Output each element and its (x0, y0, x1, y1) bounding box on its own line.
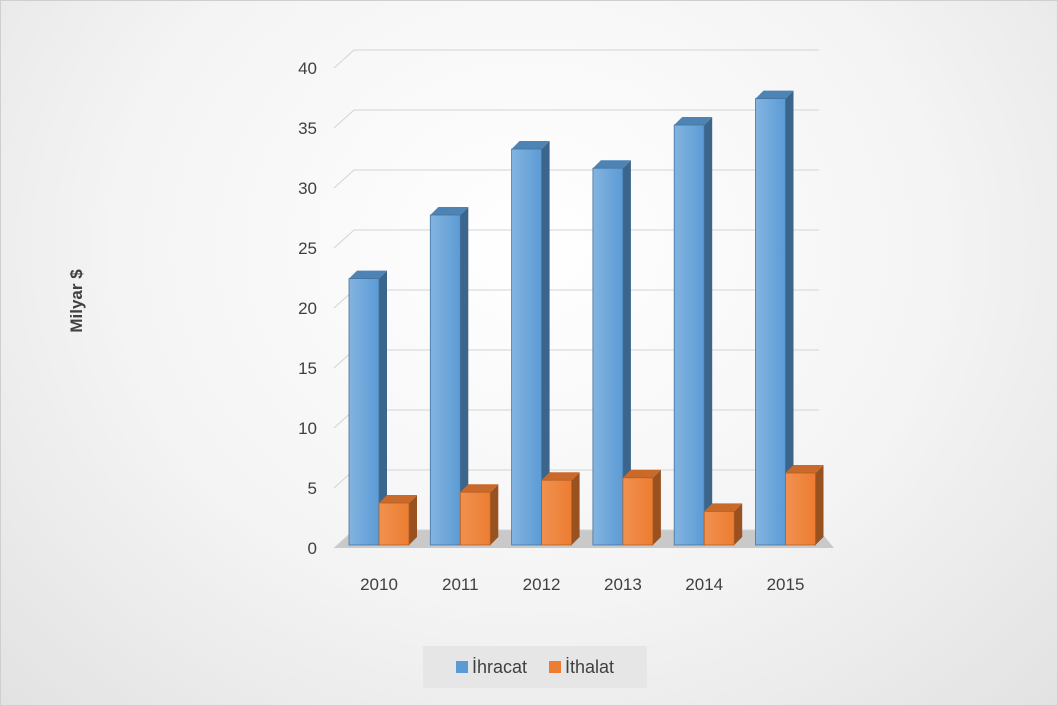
bar-top-ithalat (622, 469, 661, 478)
bar-top-ithalat (785, 465, 824, 473)
bar-top-ihracat (349, 270, 387, 279)
y-tick-label: 5 (308, 479, 317, 498)
bar-top-ihracat (592, 160, 631, 169)
bar-side-ihracat (379, 270, 387, 545)
bar-side-ihracat (541, 141, 550, 545)
y-tick-label: 20 (298, 299, 317, 318)
bar-ithalat (541, 479, 572, 546)
legend-item-ithalat: İthalat (548, 656, 615, 678)
bar-ithalat (703, 510, 735, 546)
x-tick-label: 2015 (767, 575, 805, 594)
bar-ithalat (378, 502, 410, 546)
y-axis-label: Milyar $ (67, 269, 86, 333)
legend-swatch-ithalat (548, 661, 561, 673)
legend-swatch-ihracat (455, 661, 468, 673)
y-tick-label: 30 (298, 179, 317, 198)
gridline (333, 109, 819, 129)
x-tick-label: 2011 (442, 575, 479, 594)
bar-side-ithalat (490, 484, 499, 545)
bar-top-ihracat (511, 141, 550, 149)
y-tick-label: 35 (298, 119, 317, 138)
x-tick-label: 2010 (360, 575, 398, 594)
bar-side-ihracat (785, 90, 794, 545)
bar-top-ihracat (674, 117, 713, 125)
bar-side-ihracat (622, 160, 631, 545)
bar-side-ithalat (652, 469, 661, 545)
bar-ithalat (459, 491, 491, 546)
x-tick-label: 2012 (523, 575, 561, 594)
bar-side-ithalat (571, 472, 580, 545)
legend-item-ihracat: İhracat (455, 656, 527, 678)
bar-ihracat (755, 98, 786, 546)
bar-ithalat (785, 472, 816, 546)
bar-top-ihracat (430, 207, 469, 215)
bar-ihracat (673, 124, 705, 546)
bar-side-ithalat (815, 465, 824, 545)
bar-side-ihracat (460, 207, 469, 545)
gridline (333, 409, 819, 429)
bar-ihracat (592, 167, 624, 546)
y-tick-label: 10 (298, 419, 317, 438)
legend-label-ihracat: İhracat (471, 656, 527, 677)
gridline (333, 229, 819, 249)
x-tick-label: 2014 (685, 575, 723, 594)
legend: İhracat İthalat (423, 646, 647, 688)
bar-top-ithalat (460, 484, 499, 493)
gridline (333, 289, 819, 309)
bar-top-ithalat (379, 495, 417, 503)
bar-top-ithalat (541, 472, 580, 481)
y-tick-label: 0 (308, 539, 317, 558)
y-tick-label: 25 (298, 239, 317, 258)
bar-top-ithalat (704, 503, 743, 512)
y-tick-label: 40 (298, 59, 317, 78)
x-tick-label: 2013 (604, 575, 642, 594)
bar-ihracat (348, 278, 380, 546)
bar-side-ithalat (734, 503, 743, 545)
bar-ihracat (429, 214, 461, 546)
gridline (333, 169, 819, 189)
gridline (333, 49, 819, 69)
bar-ihracat (511, 148, 543, 546)
y-tick-label: 15 (298, 359, 317, 378)
gridline (333, 349, 819, 369)
bar-top-ihracat (755, 90, 794, 99)
legend-label-ithalat: İthalat (564, 656, 615, 677)
bar-side-ithalat (409, 495, 417, 545)
bar-ithalat (622, 477, 654, 546)
bar-side-ihracat (704, 117, 713, 545)
